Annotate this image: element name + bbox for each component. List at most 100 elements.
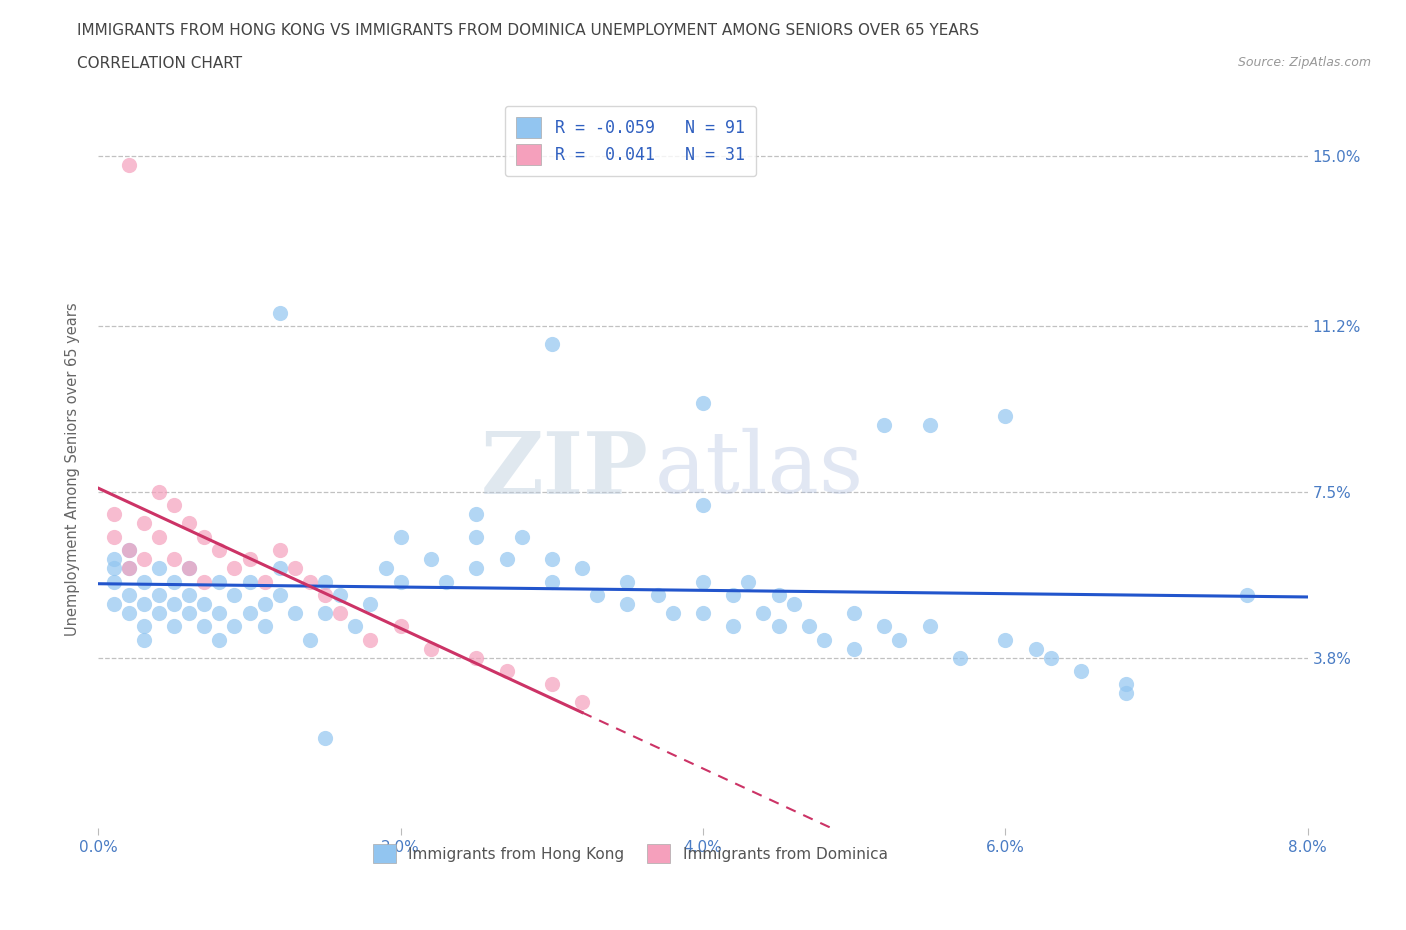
- Point: [284, 605, 307, 620]
- Point: [692, 498, 714, 513]
- Point: [389, 574, 412, 589]
- Text: atlas: atlas: [655, 428, 863, 512]
- Point: [571, 561, 593, 576]
- Point: [224, 618, 246, 633]
- Point: [314, 605, 336, 620]
- Point: [132, 516, 155, 531]
- Point: [179, 561, 201, 576]
- Point: [163, 574, 186, 589]
- Point: [994, 408, 1017, 423]
- Point: [616, 574, 638, 589]
- Point: [253, 618, 276, 633]
- Point: [103, 596, 125, 611]
- Point: [163, 596, 186, 611]
- Point: [193, 596, 215, 611]
- Point: [179, 605, 201, 620]
- Point: [253, 596, 276, 611]
- Point: [269, 588, 291, 603]
- Point: [132, 551, 155, 566]
- Point: [949, 650, 972, 665]
- Point: [465, 650, 488, 665]
- Point: [118, 588, 141, 603]
- Point: [224, 588, 246, 603]
- Point: [193, 574, 215, 589]
- Point: [374, 561, 396, 576]
- Point: [269, 306, 291, 321]
- Point: [540, 551, 562, 566]
- Point: [193, 529, 215, 544]
- Point: [132, 596, 155, 611]
- Point: [768, 588, 790, 603]
- Point: [148, 561, 170, 576]
- Point: [103, 507, 125, 522]
- Point: [148, 588, 170, 603]
- Point: [389, 529, 412, 544]
- Point: [118, 543, 141, 558]
- Point: [148, 529, 170, 544]
- Point: [208, 543, 231, 558]
- Point: [768, 618, 790, 633]
- Point: [495, 551, 517, 566]
- Point: [314, 574, 336, 589]
- Text: Source: ZipAtlas.com: Source: ZipAtlas.com: [1237, 56, 1371, 69]
- Point: [844, 642, 866, 657]
- Point: [994, 632, 1017, 647]
- Point: [103, 551, 125, 566]
- Point: [132, 574, 155, 589]
- Point: [208, 574, 231, 589]
- Point: [465, 529, 488, 544]
- Point: [208, 605, 231, 620]
- Point: [239, 605, 262, 620]
- Point: [873, 618, 896, 633]
- Point: [284, 561, 307, 576]
- Point: [148, 485, 170, 499]
- Point: [269, 543, 291, 558]
- Point: [918, 418, 941, 432]
- Point: [118, 158, 141, 173]
- Point: [420, 551, 443, 566]
- Point: [344, 618, 367, 633]
- Point: [434, 574, 457, 589]
- Text: IMMIGRANTS FROM HONG KONG VS IMMIGRANTS FROM DOMINICA UNEMPLOYMENT AMONG SENIORS: IMMIGRANTS FROM HONG KONG VS IMMIGRANTS …: [77, 23, 980, 38]
- Point: [420, 642, 443, 657]
- Point: [737, 574, 759, 589]
- Point: [118, 561, 141, 576]
- Point: [118, 605, 141, 620]
- Point: [253, 574, 276, 589]
- Y-axis label: Unemployment Among Seniors over 65 years: Unemployment Among Seniors over 65 years: [65, 303, 80, 636]
- Point: [510, 529, 533, 544]
- Point: [813, 632, 835, 647]
- Point: [495, 664, 517, 679]
- Point: [723, 588, 745, 603]
- Point: [224, 561, 246, 576]
- Point: [269, 561, 291, 576]
- Legend: Immigrants from Hong Kong, Immigrants from Dominica: Immigrants from Hong Kong, Immigrants fr…: [363, 833, 898, 874]
- Point: [647, 588, 669, 603]
- Point: [179, 516, 201, 531]
- Point: [540, 337, 562, 352]
- Point: [148, 605, 170, 620]
- Point: [389, 618, 412, 633]
- Point: [1025, 642, 1047, 657]
- Point: [752, 605, 775, 620]
- Point: [540, 677, 562, 692]
- Point: [723, 618, 745, 633]
- Text: CORRELATION CHART: CORRELATION CHART: [77, 56, 242, 71]
- Point: [661, 605, 683, 620]
- Point: [783, 596, 806, 611]
- Point: [692, 605, 714, 620]
- Point: [692, 574, 714, 589]
- Point: [873, 418, 896, 432]
- Point: [797, 618, 820, 633]
- Point: [132, 618, 155, 633]
- Point: [193, 618, 215, 633]
- Point: [692, 395, 714, 410]
- Point: [465, 507, 488, 522]
- Point: [540, 574, 562, 589]
- Point: [163, 498, 186, 513]
- Point: [103, 529, 125, 544]
- Point: [103, 561, 125, 576]
- Point: [179, 588, 201, 603]
- Point: [1070, 664, 1092, 679]
- Point: [1115, 686, 1137, 701]
